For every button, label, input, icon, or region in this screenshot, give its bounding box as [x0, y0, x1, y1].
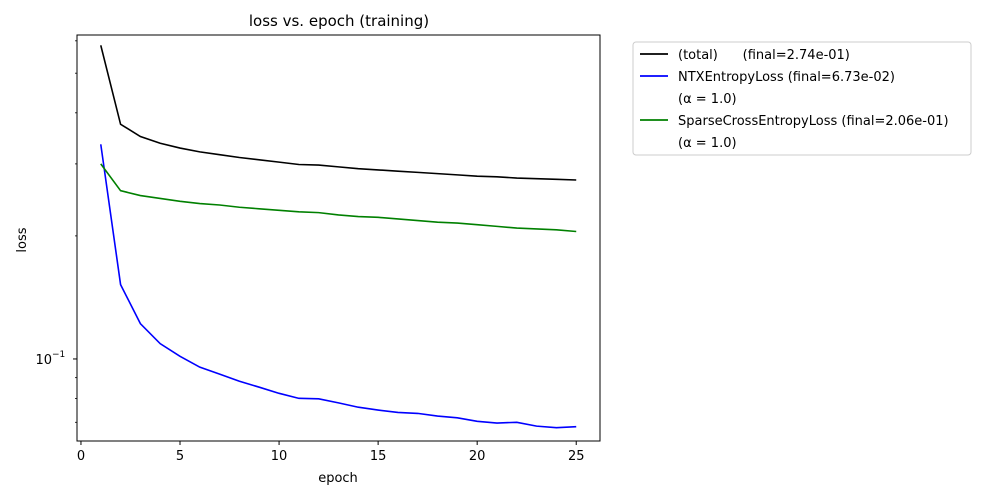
y-tick-exponent: −1	[52, 350, 65, 360]
x-tick-label: 0	[77, 449, 85, 464]
x-axis-ticks: 0 5 10 15 20 25	[77, 441, 585, 464]
legend-box	[632, 41, 972, 156]
x-tick-label: 20	[469, 449, 486, 464]
legend-entry-sublabel: (α = 1.0)	[678, 92, 737, 107]
y-tick-label: 10	[35, 353, 52, 368]
y-axis-label: loss	[15, 227, 30, 252]
plot-frame	[76, 34, 601, 442]
legend-entry-label: NTXEntropyLoss (final=6.73e-02)	[678, 70, 895, 85]
y-axis-ticks: 10 −1	[35, 40, 77, 423]
legend-entry-label: SparseCrossEntropyLoss (final=2.06e-01)	[678, 114, 949, 129]
x-tick-label: 5	[176, 449, 184, 464]
x-tick-label: 15	[370, 449, 387, 464]
plot-lines	[99, 45, 577, 429]
x-axis-label: epoch	[318, 471, 358, 486]
series-line-2	[100, 163, 577, 233]
legend-entry-sublabel: (α = 1.0)	[678, 136, 737, 151]
x-tick-label: 10	[271, 449, 288, 464]
legend-entry-label: (total) (final=2.74e-01)	[678, 48, 850, 63]
legend: (total) (final=2.74e-01) NTXEntropyLoss (…	[632, 41, 972, 156]
series-line-1	[99, 144, 577, 429]
series-line-0	[99, 45, 577, 181]
chart-title: loss vs. epoch (training)	[249, 12, 429, 30]
x-tick-label: 25	[568, 449, 585, 464]
